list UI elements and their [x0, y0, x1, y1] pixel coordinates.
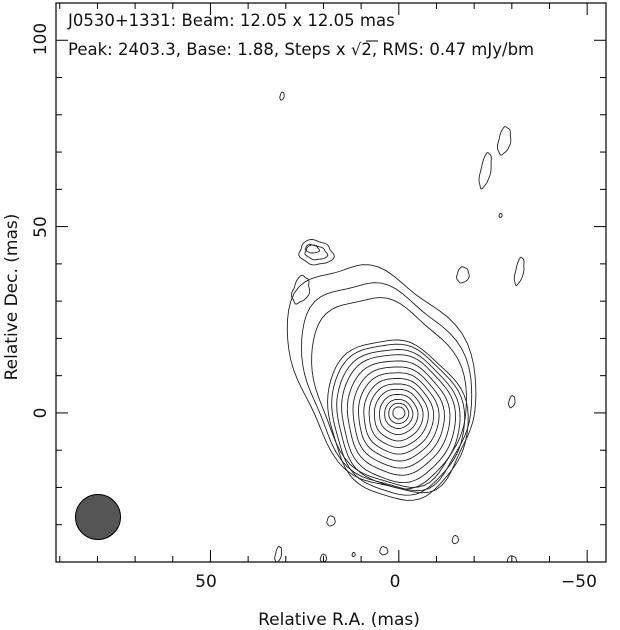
core-contour — [392, 406, 406, 420]
x-tick-label-50: 50 — [195, 572, 217, 592]
core-contour — [384, 398, 414, 429]
y-axis-label: Relative Dec. (mas) — [2, 214, 22, 381]
noise-island-contour — [508, 395, 516, 409]
noise-island-contour — [506, 555, 518, 562]
y-tick-label-50: 50 — [31, 216, 51, 238]
plot-frame — [55, 2, 607, 563]
noise-island-contour — [456, 266, 470, 284]
noise-island-contour — [496, 126, 512, 156]
core-contour — [368, 383, 429, 448]
sqrt-symbol: √ — [351, 40, 362, 59]
core-contour — [341, 354, 456, 484]
extended-contour — [286, 264, 477, 494]
contour-layer — [274, 91, 525, 562]
extended-contour — [301, 282, 473, 492]
noise-island-contour — [274, 546, 283, 562]
noise-island-contour — [351, 552, 356, 558]
core-contour — [336, 349, 461, 490]
jet-knot-contour — [298, 239, 335, 266]
noise-island-contour — [279, 91, 285, 101]
noise-island-contour — [498, 212, 503, 218]
axis-ticks — [56, 2, 606, 563]
core-contour — [363, 378, 435, 455]
x-tick-label-minus50: −50 — [561, 572, 597, 592]
sqrt-radicand: 2 — [361, 40, 372, 59]
noise-island-contour — [478, 152, 492, 190]
y-tick-label-100: 100 — [31, 23, 51, 55]
core-contour — [346, 360, 451, 476]
core-contour — [388, 402, 410, 425]
x-tick-label-0: 0 — [390, 572, 401, 592]
core-contour — [352, 366, 445, 469]
x-axis-label: Relative R.A. (mas) — [258, 610, 420, 630]
jet-contour — [290, 274, 311, 305]
title-line-2-suffix: , RMS: 0.47 mJy/bm — [372, 40, 534, 59]
core-contour — [358, 372, 440, 462]
noise-island-contour — [326, 515, 336, 527]
noise-island-contour — [379, 546, 389, 556]
chart-title-line-2: Peak: 2403.3, Base: 1.88, Steps x √2, RM… — [68, 40, 534, 59]
core-contour — [373, 388, 424, 442]
jet-knot-contour — [304, 244, 321, 254]
noise-island-contour — [451, 535, 459, 545]
chart-title-line-1: J0530+1331: Beam: 12.05 x 12.05 mas — [67, 11, 395, 30]
y-tick-label-0: 0 — [31, 408, 51, 419]
core-contour — [379, 393, 419, 436]
beam-ellipse — [75, 494, 121, 540]
extended-contour — [311, 297, 467, 488]
title-line-2-prefix: Peak: 2403.3, Base: 1.88, Steps x — [68, 40, 351, 59]
noise-island-contour — [513, 256, 525, 286]
